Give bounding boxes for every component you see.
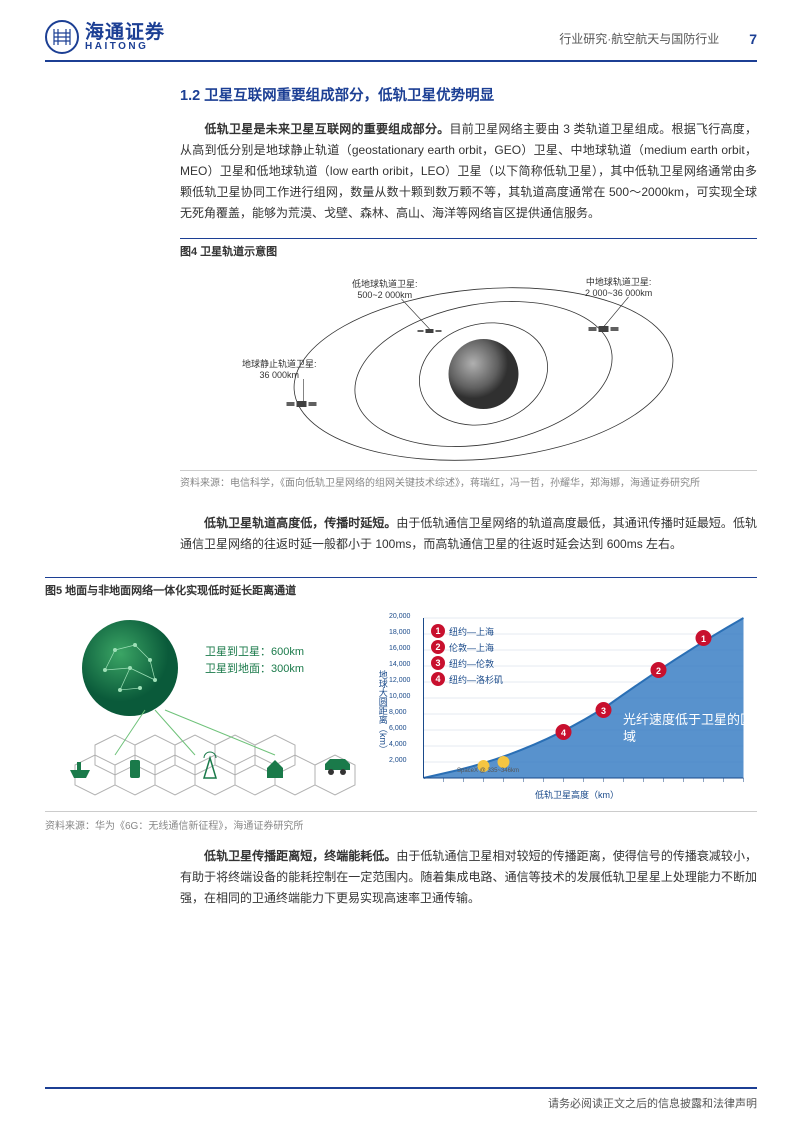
paragraph-2: 低轨卫星轨道高度低，传播时延短。由于低轨通信卫星网络的轨道高度最低，其通讯传播时… [180,513,757,555]
fig4-meo-range: 2 000~36 000km [585,288,652,299]
svg-text:2: 2 [656,666,661,676]
fig4-geo-range: 36 000km [242,370,317,381]
ytick-4: 12,000 [389,677,410,685]
legend-1: 1纽约—上海 [431,624,494,638]
fig4-source: 资料来源：电信科学，《面向低轨卫星网络的组网关键技术综述》，蒋瑞红，冯一哲，孙耀… [180,470,757,491]
svg-text:4: 4 [561,728,566,738]
para1-bold: 低轨卫星是未来卫星互联网的重要组成部分。 [205,122,450,136]
ytick-1: 18,000 [389,629,410,637]
paragraph-3: 低轨卫星传播距离短，终端能耗低。由于低轨通信卫星相对较短的传播距离，使得信号的传… [180,846,757,909]
chart-y-label: 地球大圆距离（km） [377,670,388,754]
logo-cn-text: 海通证券 [85,23,165,42]
chart-x-label: 低轨卫星高度（km） [535,790,619,801]
fig5-source: 资料来源：华为《6G：无线通信新征程》，海通证券研究所 [45,811,757,832]
ytick-6: 8,000 [389,709,407,717]
legend-2: 2伦敦—上海 [431,640,494,654]
logo-block: 海通证券 HAITONG [45,20,165,54]
para1-text: 目前卫星网络主要由 3 类轨道卫星组成。根据飞行高度，从高到低分别是地球静止轨道… [180,122,757,220]
fig4-leo-label: 低地球轨道卫星: [352,279,418,290]
svg-text:1: 1 [701,634,706,644]
ytick-2: 16,000 [389,645,410,653]
chart-spacex-label: SpaceX @ 335~346km [457,768,519,775]
section-title: 1.2 卫星互联网重要组成部分，低轨卫星优势明显 [180,84,757,105]
legend-3: 3纽约—伦敦 [431,656,494,670]
fig5-s2s-label: 卫星到卫星：600km [205,646,304,659]
fig5-title: 图5 地面与非地面网络一体化实现低时延长距离通道 [45,577,757,598]
fig4-meo-label: 中地球轨道卫星: [585,277,652,288]
page-number: 7 [749,31,757,47]
fig5-left-panel: 卫星到卫星：600km 卫星到地面：300km [45,610,375,805]
para3-bold: 低轨卫星传播距离短，终端能耗低。 [204,849,396,863]
ytick-0: 20,000 [389,613,410,621]
fig4-diagram: 低地球轨道卫星: 500~2 000km 中地球轨道卫星: 2 000~36 0… [180,269,757,464]
fig5-chart: 4 3 2 1 [385,610,757,805]
haitong-logo-icon [45,20,79,54]
fig4-leo-range: 500~2 000km [352,290,418,301]
legend-4: 4纽约—洛杉矶 [431,672,503,686]
ytick-5: 10,000 [389,693,410,701]
page-footer: 请务必阅读正文之后的信息披露和法律声明 [45,1087,757,1111]
ytick-9: 2,000 [389,757,407,765]
fig5-diagram: 卫星到卫星：600km 卫星到地面：300km [45,610,757,805]
fig5-s2g-label: 卫星到地面：300km [205,663,304,676]
ytick-7: 6,000 [389,725,407,733]
ytick-3: 14,000 [389,661,410,669]
footer-text: 请务必阅读正文之后的信息披露和法律声明 [548,1098,757,1110]
fig4-geo-label: 地球静止轨道卫星: [242,359,317,370]
chart-overlay-text: 光纤速度低于卫星的区域 [623,712,757,746]
page-header: 海通证券 HAITONG 行业研究·航空航天与国防行业 7 [45,20,757,62]
ytick-8: 4,000 [389,741,407,749]
fig4-title: 图4 卫星轨道示意图 [180,238,757,259]
para2-bold: 低轨卫星轨道高度低，传播时延短。 [204,516,396,530]
svg-text:3: 3 [601,706,606,716]
logo-en-text: HAITONG [85,42,165,52]
paragraph-1: 低轨卫星是未来卫星互联网的重要组成部分。目前卫星网络主要由 3 类轨道卫星组成。… [180,119,757,224]
header-category: 行业研究·航空航天与国防行业 [559,30,719,47]
